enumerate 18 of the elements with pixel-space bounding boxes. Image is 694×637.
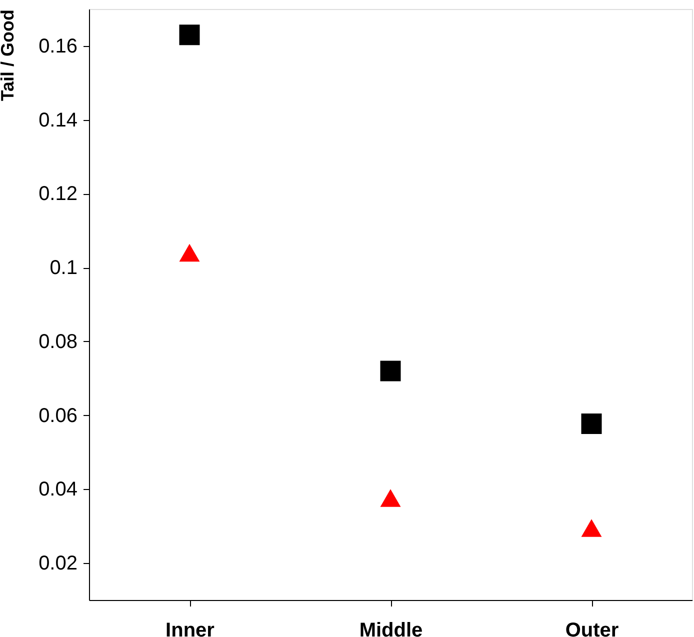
y-tick-label: 0.08 — [38, 330, 78, 353]
point — [179, 244, 200, 262]
y-tick-label: 0.16 — [38, 35, 78, 58]
point — [380, 489, 401, 507]
y-tick-label: 0.06 — [38, 404, 78, 427]
x-tick-label: Inner — [166, 620, 215, 637]
y-tick-label: 0.14 — [38, 109, 78, 132]
point — [380, 360, 401, 382]
y-tick-label: 0.02 — [38, 552, 78, 575]
point — [581, 414, 602, 434]
y-tick-label: 0.04 — [38, 478, 78, 501]
x-tick-label: Outer — [565, 620, 619, 637]
y-axis-title: Tail / Good — [0, 10, 18, 102]
point — [179, 24, 200, 46]
y-tick-label: 0.12 — [38, 183, 78, 206]
x-tick-label: Middle — [359, 620, 423, 637]
y-tick-label: 0.1 — [50, 257, 78, 280]
point — [581, 519, 602, 537]
